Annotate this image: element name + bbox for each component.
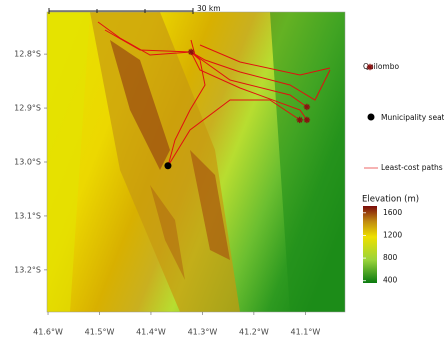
legend-elevation-title: Elevation (m) [362,195,419,205]
x-tick-label: 41.2°W [239,328,269,337]
legend-quilombo-symbol [367,64,373,70]
x-tick-label: 41.4°W [136,328,166,337]
y-tick-label: 13.0°S [14,158,41,167]
colorbar [363,206,377,283]
seat-point [164,162,171,169]
y-tick-label: 13.1°S [14,211,41,220]
colorbar-tick-label: 400 [383,276,398,285]
x-tick-label: 41.1°W [291,328,321,337]
colorbar-tick-label: 1200 [383,230,402,239]
legend-seat: Municipality seat [381,113,444,122]
x-tick-label: 41.6°W [33,328,63,337]
legend-seat-symbol [368,114,375,121]
quilombo-point [297,117,303,123]
quilombo-point [304,117,310,123]
y-tick-label: 13.2°S [14,265,41,274]
y-tick-label: 12.9°S [14,104,41,113]
map-figure: 30 km Quilombo Municipality seat Least-c… [0,0,444,337]
scale-label: 30 km [197,4,221,13]
colorbar-tick-label: 800 [383,253,398,262]
quilombo-point [304,104,310,110]
quilombo-point [188,49,194,55]
x-tick-label: 41.5°W [85,328,115,337]
x-tick-label: 41.3°W [188,328,218,337]
legend-paths: Least-cost paths [381,163,443,172]
y-tick-label: 12.8°S [14,50,41,59]
colorbar-tick-label: 1600 [383,208,402,217]
